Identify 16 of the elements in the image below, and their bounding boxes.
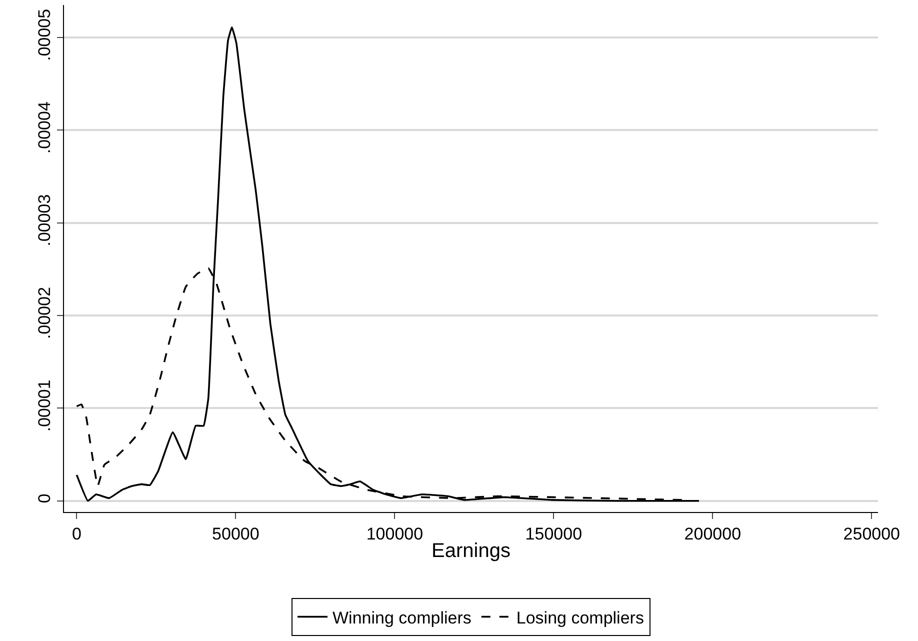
x-tick-label: 0: [72, 524, 82, 544]
x-tick-label: 200000: [684, 524, 742, 544]
legend-label: Losing compliers: [516, 608, 644, 628]
x-axis-title: Earnings: [432, 540, 510, 562]
x-tick-label: 100000: [366, 524, 424, 544]
x-tick-label: 50000: [212, 524, 260, 544]
y-tick-label: .00003: [35, 194, 54, 246]
x-tick-label: 150000: [525, 524, 582, 544]
y-tick-label: 0: [35, 494, 54, 504]
y-tick-label: .00001: [35, 380, 54, 432]
line-series: [76, 26, 700, 502]
x-tick-label: 250000: [843, 524, 900, 544]
y-tick-label: .00004: [35, 102, 54, 154]
y-tick-label: .00005: [35, 8, 54, 61]
legend-label: Winning compliers: [332, 608, 472, 628]
y-tick-label: .00002: [35, 286, 54, 339]
